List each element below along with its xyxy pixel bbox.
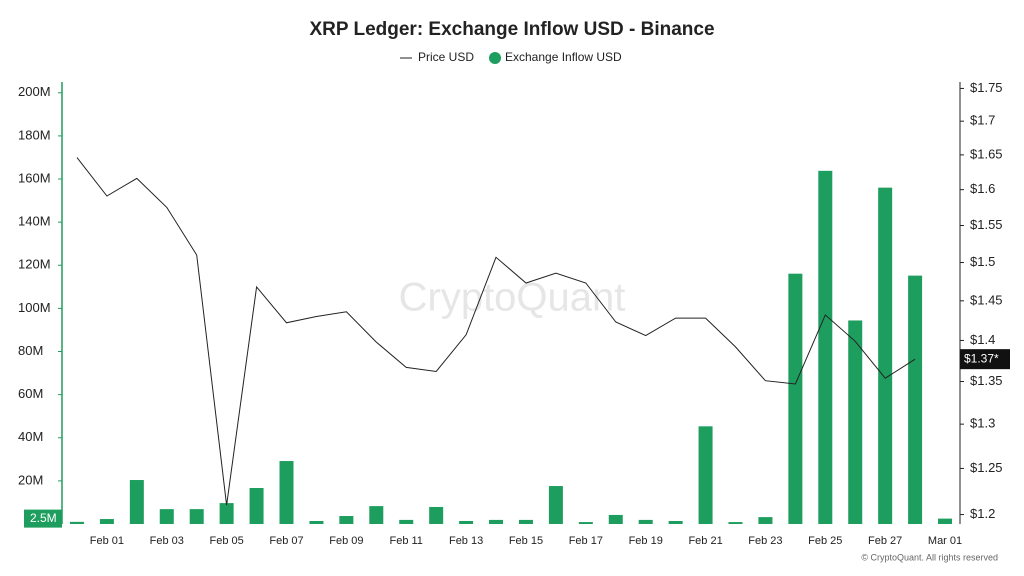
bar [638,519,653,524]
y-tick-label: 100M [18,300,51,315]
bar [518,519,533,524]
bar [429,506,444,524]
legend-dot [489,52,501,64]
x-tick-label: Feb 01 [90,535,124,547]
last-price-label: $1.37* [964,351,999,365]
bar [698,426,713,524]
x-tick-label: Feb 05 [210,535,244,547]
x-tick-label: Feb 19 [629,535,663,547]
bar [788,273,803,524]
bar [69,521,84,524]
y2-tick-label: $1.5 [970,254,995,269]
x-tick-label: Feb 17 [569,535,603,547]
bar [309,520,324,524]
bar [249,487,264,524]
x-tick-label: Feb 23 [748,535,782,547]
x-tick-label: Mar 01 [928,535,962,547]
bar [878,187,893,524]
price-line [76,157,916,506]
y2-tick-label: $1.7 [970,113,995,128]
x-tick-label: Feb 07 [269,535,303,547]
y-tick-label: 180M [18,127,51,142]
bar [938,518,953,524]
bar [369,506,384,524]
y2-tick-label: $1.55 [970,217,1003,232]
bar [129,480,144,524]
y-tick-label: 200M [18,84,51,99]
x-tick-label: Feb 11 [390,535,423,547]
bar [99,519,114,524]
bar [668,520,683,524]
bar [848,320,863,524]
footer: © CryptoQuant. All rights reserved [861,552,998,562]
y2-tick-label: $1.35 [970,373,1003,388]
x-tick-label: Feb 03 [150,535,184,547]
bar [189,509,204,524]
watermark: CryptoQuant [399,276,626,320]
y2-tick-label: $1.3 [970,416,995,431]
x-tick-label: Feb 21 [688,535,722,547]
bar [279,461,294,524]
y2-tick-label: $1.25 [970,460,1003,475]
bar [818,170,833,524]
y-tick-label: 60M [18,386,43,401]
bar [728,522,743,524]
last-price-tag [960,349,1010,370]
y2-tick-label: $1.6 [970,181,995,196]
legend-label: Price USD [418,50,474,64]
x-tick-label: Feb 15 [509,535,543,547]
x-tick-label: Feb 27 [868,535,902,547]
bar [219,503,234,524]
bar [159,509,174,524]
bar [399,519,414,524]
y-tick-label: 120M [18,257,51,272]
x-tick-label: Feb 25 [808,535,842,547]
last-value-tag [24,509,62,528]
x-tick-label: Feb 09 [329,535,363,547]
y-tick-label: 20M [18,472,43,487]
x-tick-label: Feb 13 [449,535,483,547]
bar [548,486,563,524]
y-tick-label: 160M [18,170,51,185]
chart-title: XRP Ledger: Exchange Inflow USD - Binanc… [309,19,714,40]
bar [459,520,474,524]
bar [339,516,354,524]
y2-tick-label: $1.2 [970,506,995,521]
bar [758,517,773,524]
y-tick-label: 140M [18,214,51,229]
y2-tick-label: $1.4 [970,332,995,347]
y-tick-label: 80M [18,343,43,358]
bar [608,514,623,524]
bar [908,275,923,524]
y2-tick-label: $1.75 [970,80,1003,95]
last-value-label: 2.5M [30,511,57,525]
y-tick-label: 40M [18,429,43,444]
bar [578,522,593,524]
bar [489,519,504,524]
y2-tick-label: $1.45 [970,292,1003,307]
legend-label: Exchange Inflow USD [505,50,622,64]
y2-tick-label: $1.65 [970,146,1003,161]
